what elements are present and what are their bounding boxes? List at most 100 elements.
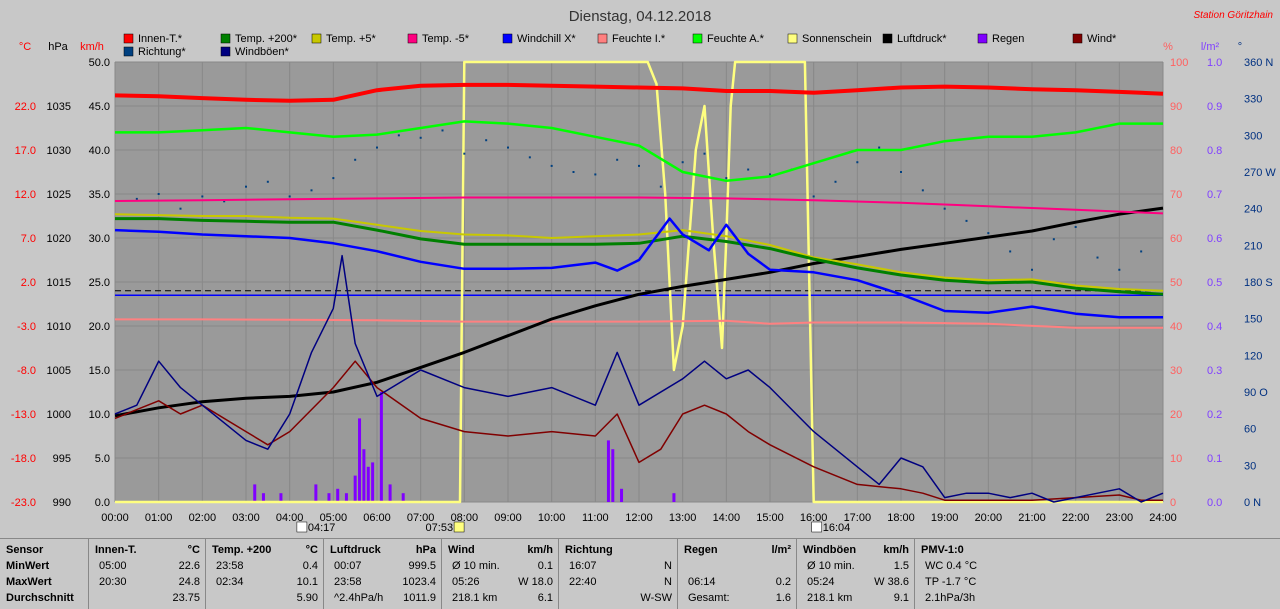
rain-bar bbox=[620, 488, 624, 502]
rain-bar bbox=[606, 440, 610, 502]
axis-unit-label: % bbox=[1163, 41, 1173, 53]
stats-cell-value: 0.1 bbox=[537, 560, 553, 572]
rain-bar bbox=[371, 462, 375, 502]
series-line-windchill-x bbox=[114, 217, 1163, 319]
direction-tick-label: 180 S bbox=[1244, 277, 1273, 289]
plot-series bbox=[114, 60, 1164, 504]
rain-tick-label: 0.0 bbox=[1207, 497, 1222, 509]
stats-cell-time: 23:58 bbox=[334, 576, 362, 588]
axis-unit-label: °C bbox=[19, 41, 31, 53]
direction-point bbox=[834, 180, 837, 183]
chart-title: Dienstag, 04.12.2018 bbox=[569, 8, 712, 25]
time-tick-label: 17:00 bbox=[844, 512, 872, 524]
direction-point bbox=[507, 146, 509, 149]
direction-point bbox=[987, 232, 990, 235]
stats-row-label: MinWert bbox=[6, 560, 50, 572]
sun-marker-label: 16:04 bbox=[823, 522, 851, 534]
direction-point bbox=[1031, 268, 1033, 271]
time-tick-label: 04:00 bbox=[276, 512, 304, 524]
direction-point bbox=[616, 158, 619, 161]
axis-unit-label: km/h bbox=[80, 41, 104, 53]
legend-label: Wind* bbox=[1087, 33, 1117, 45]
time-tick-label: 10:00 bbox=[538, 512, 566, 524]
rain-tick-label: 0.7 bbox=[1207, 189, 1222, 201]
direction-tick-label: 90 O bbox=[1244, 387, 1268, 399]
rain-bar bbox=[401, 493, 405, 502]
stats-cell-value: W 18.0 bbox=[518, 576, 553, 588]
stats-column-title: Luftdruck bbox=[330, 544, 381, 556]
direction-point bbox=[419, 136, 422, 139]
legend-label: Windböen* bbox=[235, 46, 290, 58]
axis-headers: °C hPa km/h% l/m² ° bbox=[19, 41, 1242, 53]
direction-point bbox=[485, 139, 488, 142]
pressure-tick-label: 1020 bbox=[47, 233, 71, 245]
stats-cell-value: W 38.6 bbox=[874, 576, 909, 588]
station-name: Station Göritzhain bbox=[1194, 10, 1274, 21]
stats-cell-value: 9.1 bbox=[893, 592, 909, 604]
time-tick-label: 21:00 bbox=[1018, 512, 1046, 524]
legend-label: Innen-T.* bbox=[138, 33, 183, 45]
time-tick-label: 20:00 bbox=[975, 512, 1003, 524]
legend-swatch bbox=[502, 33, 513, 44]
direction-tick-label: 330 bbox=[1244, 94, 1262, 106]
legend-label: Windchill X* bbox=[517, 33, 576, 45]
direction-tick-label: 360 N bbox=[1244, 57, 1273, 69]
direction-tick-label: 60 bbox=[1244, 424, 1256, 436]
sun-marker-label: 07:53 bbox=[426, 522, 454, 534]
humidity-tick-label: 100 bbox=[1170, 57, 1188, 69]
direction-point bbox=[288, 195, 291, 198]
time-tick-label: 07:00 bbox=[407, 512, 435, 524]
rain-tick-label: 0.8 bbox=[1207, 145, 1222, 157]
rain-bar bbox=[388, 484, 392, 502]
stats-cell-value: 24.8 bbox=[178, 576, 200, 588]
stats-cell-time: WC 0.4 °C bbox=[925, 560, 978, 572]
direction-point bbox=[921, 189, 924, 192]
stats-cell-time: 2.1hPa/3h bbox=[925, 592, 976, 604]
stats-cell-value: N bbox=[664, 576, 672, 588]
stats-column: Temp. +200 °C 23:58 0.4 02:34 10.1 5.90 bbox=[205, 539, 324, 609]
rain-bar bbox=[366, 466, 370, 502]
temp-tick-label: 22.0 bbox=[15, 101, 36, 113]
legend-swatch bbox=[1072, 33, 1083, 44]
wind-tick-label: 50.0 bbox=[89, 57, 110, 69]
direction-point bbox=[223, 200, 226, 203]
direction-point bbox=[1052, 238, 1055, 241]
legend: Innen-T.* Temp. +200* Temp. +5* Temp. -5* Wi… bbox=[123, 33, 1117, 58]
right-axes: 10090807060504030201001.00.90.80.70.60.5… bbox=[1170, 57, 1276, 509]
stats-column-title: Richtung bbox=[565, 544, 613, 556]
legend-swatch bbox=[311, 33, 322, 44]
direction-point bbox=[856, 161, 859, 164]
stats-column-title: Temp. +200 bbox=[212, 544, 272, 556]
direction-tick-label: 210 bbox=[1244, 240, 1262, 252]
statistics-table: Sensor MinWert MaxWert Durchschnitt Innen-T.… bbox=[0, 538, 1280, 609]
humidity-tick-label: 10 bbox=[1170, 453, 1182, 465]
direction-point bbox=[376, 146, 378, 149]
series-line-luftdruck bbox=[114, 206, 1164, 418]
time-axis: 00:00 01:00 02:00 03:00 04:00 05:00 06:00 07:00… bbox=[101, 512, 1177, 534]
stats-column: Windböen km/h Ø 10 min. 1.5 05:24 W 38.6 218.1… bbox=[796, 539, 915, 609]
stats-cell-time: 05:26 bbox=[452, 576, 480, 588]
humidity-tick-label: 50 bbox=[1170, 277, 1182, 289]
direction-tick-label: 300 bbox=[1244, 130, 1262, 142]
direction-tick-label: 0 N bbox=[1244, 497, 1261, 509]
legend-swatch bbox=[882, 33, 893, 44]
series-line-temp-5 bbox=[114, 196, 1164, 215]
pressure-tick-label: 1025 bbox=[47, 189, 71, 201]
rain-tick-label: 0.6 bbox=[1207, 233, 1222, 245]
axis-unit-label: l/m² bbox=[1201, 41, 1220, 53]
humidity-tick-label: 80 bbox=[1170, 145, 1182, 157]
stats-cell-value: 6.1 bbox=[537, 592, 553, 604]
stats-column-unit: km/h bbox=[527, 544, 553, 556]
stats-column-title: Windböen bbox=[803, 544, 857, 556]
series-line-feuchte-i bbox=[115, 318, 1163, 329]
stats-cell-value: 0.2 bbox=[775, 576, 791, 588]
stats-row-label: MaxWert bbox=[6, 576, 52, 588]
pressure-tick-label: 1030 bbox=[47, 145, 71, 157]
stats-cell-time: 20:30 bbox=[99, 576, 127, 588]
rain-bar bbox=[344, 493, 348, 502]
stats-cell-value: 22.6 bbox=[178, 560, 200, 572]
direction-point bbox=[1118, 268, 1121, 271]
legend-swatch bbox=[977, 33, 988, 44]
stats-column-title: Wind bbox=[448, 544, 475, 556]
sun-marker-label: 04:17 bbox=[308, 522, 336, 534]
